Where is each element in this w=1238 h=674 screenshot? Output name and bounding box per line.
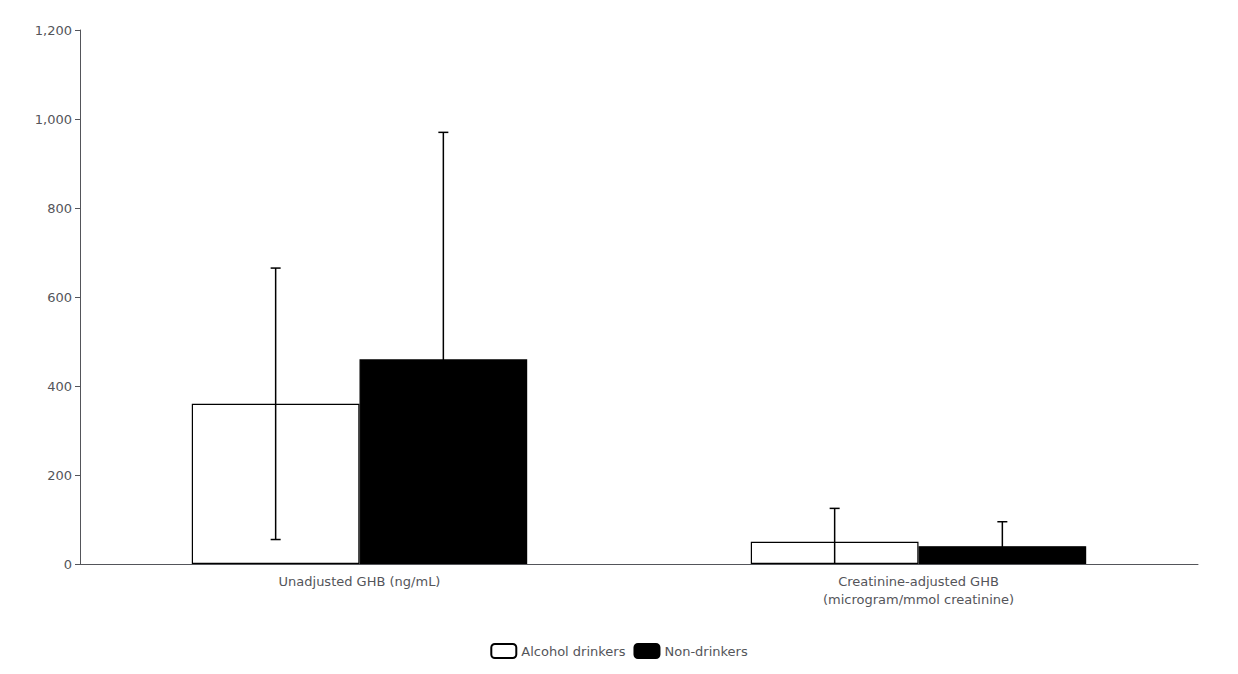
- svg-text:Unadjusted GHB (ng/mL): Unadjusted GHB (ng/mL): [279, 574, 441, 589]
- svg-text:(microgram/mmol creatinine): (microgram/mmol creatinine): [823, 592, 1014, 607]
- svg-text:400: 400: [47, 379, 72, 394]
- svg-text:800: 800: [47, 201, 72, 216]
- svg-text:1,200: 1,200: [35, 23, 72, 38]
- svg-text:200: 200: [47, 468, 72, 483]
- svg-text:0: 0: [64, 557, 72, 572]
- svg-text:1,000: 1,000: [35, 112, 72, 127]
- svg-text:Alcohol drinkers: Alcohol drinkers: [521, 644, 625, 659]
- svg-text:Creatinine-adjusted GHB: Creatinine-adjusted GHB: [838, 574, 999, 589]
- svg-text:600: 600: [47, 290, 72, 305]
- svg-text:Non-drinkers: Non-drinkers: [664, 644, 747, 659]
